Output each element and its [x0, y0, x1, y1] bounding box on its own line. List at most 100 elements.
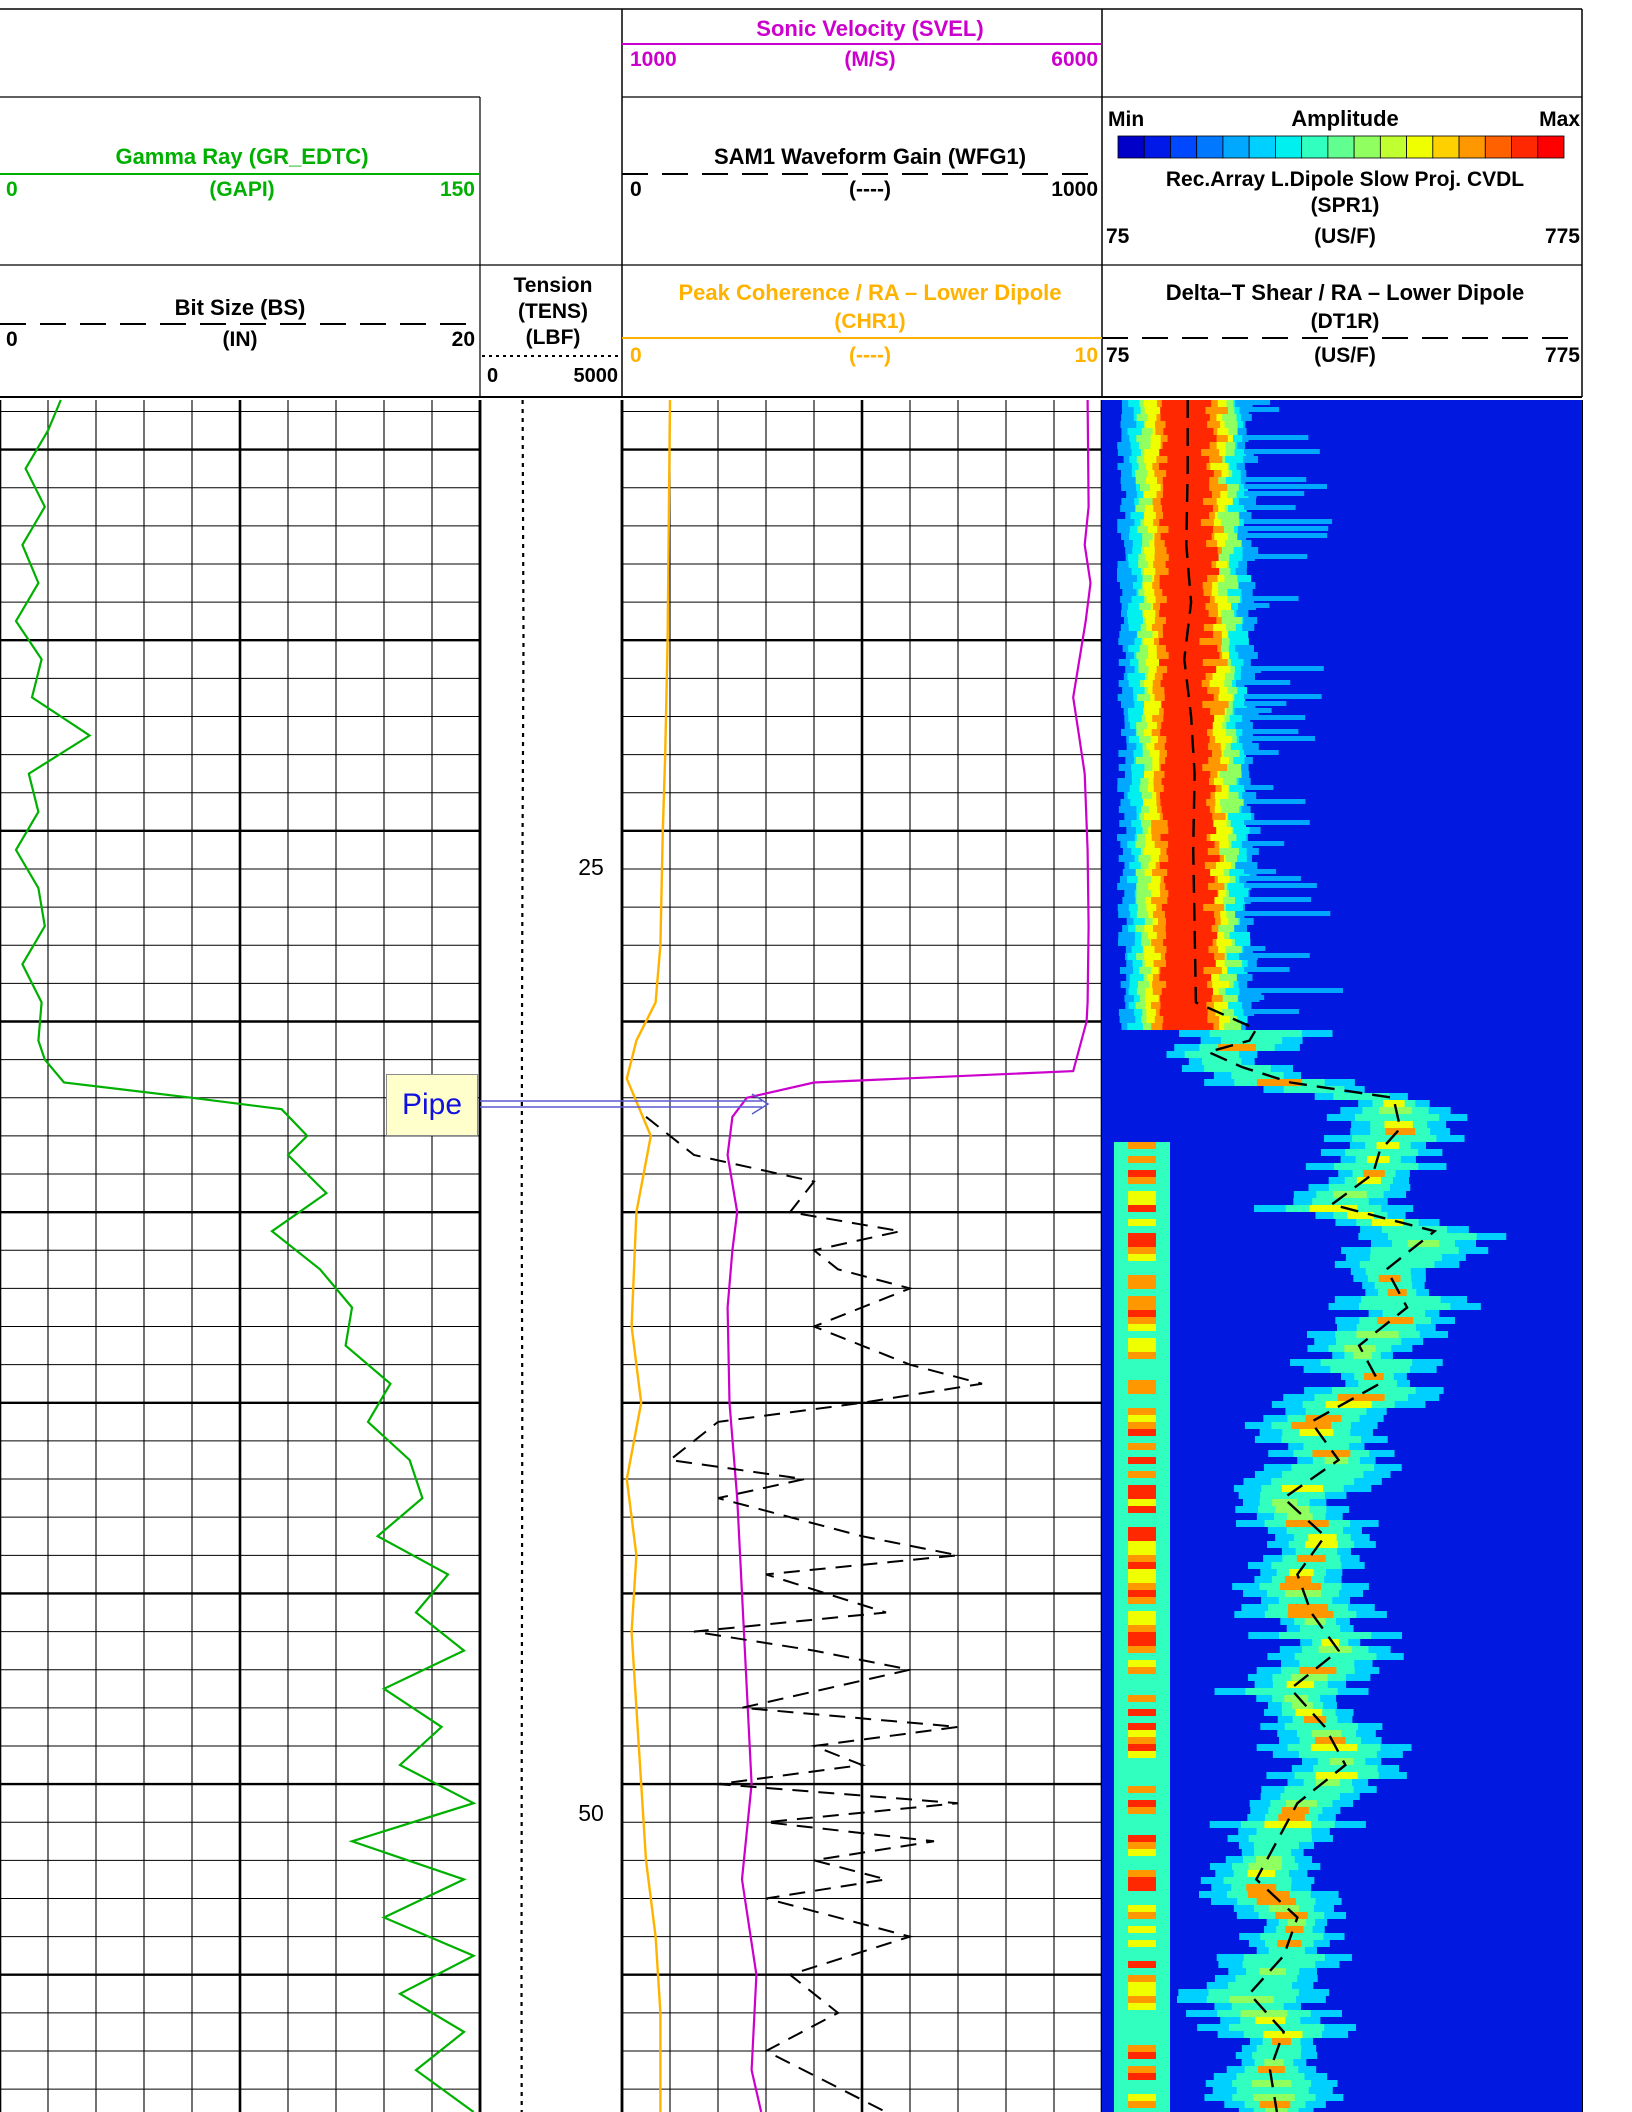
- cvdl-band: [1244, 694, 1322, 699]
- cvdl-band: [1128, 1205, 1156, 1212]
- cvdl-band: [1228, 2024, 1325, 2031]
- wfg-min: 0: [630, 178, 642, 201]
- chr-title: Peak Coherence / RA – Lower Dipole: [678, 280, 1061, 305]
- cvdl-band: [1128, 1618, 1156, 1625]
- cvdl-band: [1281, 1485, 1324, 1492]
- chr-min: 0: [630, 344, 642, 367]
- cvdl-band: [1271, 1478, 1355, 1485]
- cvdl-band: [1114, 1716, 1170, 1723]
- cvdl-band: [1361, 1296, 1441, 1303]
- cvdl-band: [1128, 1296, 1156, 1303]
- cvdl-band: [1305, 1541, 1338, 1548]
- cvdl-band: [1168, 652, 1220, 659]
- cvdl-band: [1128, 1709, 1156, 1716]
- cvdl-band: [1159, 463, 1207, 470]
- cvdl-band: [1160, 995, 1212, 1002]
- cvdl-band: [1114, 2017, 1170, 2024]
- cvdl-band: [1378, 1275, 1401, 1282]
- svel-min: 1000: [630, 48, 677, 71]
- cvdl-band: [1128, 1639, 1156, 1646]
- cvdl-band: [1166, 932, 1218, 939]
- cvdl-band: [1246, 1884, 1277, 1891]
- cvdl-band: [1244, 876, 1301, 881]
- cvdl-band: [1244, 449, 1320, 454]
- svel-max: 6000: [1051, 48, 1098, 71]
- cvdl-band: [1114, 1828, 1170, 1835]
- cvdl-band: [1365, 1268, 1411, 1275]
- cvdl-band: [1114, 1947, 1170, 1954]
- cvdl-band: [1128, 1569, 1156, 1576]
- cvdl-band: [1333, 1191, 1367, 1198]
- cvdl-band: [1295, 1709, 1323, 1716]
- cvdl-band: [1114, 1163, 1170, 1170]
- cvdl-band: [1114, 1268, 1170, 1275]
- cvdl-band: [1244, 715, 1306, 720]
- cvdl-band: [1258, 2066, 1285, 2073]
- cvdl-band: [1114, 1513, 1170, 1520]
- cvdl-band: [1166, 981, 1208, 988]
- cvdl-band: [1114, 1212, 1170, 1219]
- cvdl-band: [1275, 1912, 1308, 1919]
- cvdl-band: [1128, 1492, 1156, 1499]
- dt-mnemonic: (DT1R): [1311, 310, 1380, 333]
- tens-max: 5000: [574, 365, 619, 387]
- cvdl-band: [1359, 1261, 1435, 1268]
- cvdl-band: [1165, 953, 1215, 960]
- dt-min: 75: [1106, 344, 1130, 367]
- cvdl-band: [1128, 1667, 1156, 1674]
- cvdl-band: [1128, 1142, 1156, 1149]
- cvdl-band: [1281, 1436, 1362, 1443]
- cvdl-band: [1128, 1744, 1156, 1751]
- cvdl-band: [1114, 1261, 1170, 1268]
- cvdl-band: [1244, 946, 1266, 951]
- cvdl-band: [1160, 799, 1207, 806]
- cvdl-band: [1128, 1835, 1156, 1842]
- cvdl-band: [1166, 848, 1208, 855]
- chr-mnemonic: (CHR1): [834, 310, 905, 333]
- cvdl-band: [1162, 589, 1204, 596]
- cvdl-band: [1160, 603, 1206, 610]
- gr-max: 150: [440, 178, 475, 201]
- cvdl-band: [1312, 1450, 1351, 1457]
- cvdl-band: [1128, 2073, 1156, 2080]
- cvdl-max: 775: [1545, 225, 1580, 248]
- cvdl-band: [1313, 1765, 1378, 1772]
- cvdl-band: [1162, 1023, 1214, 1030]
- cvdl-band: [1164, 743, 1209, 750]
- cvdl-band: [1244, 603, 1270, 608]
- cvdl-band: [1166, 547, 1218, 554]
- cvdl-band: [1244, 400, 1271, 405]
- amplitude-swatch: [1379, 135, 1407, 159]
- cvdl-band: [1128, 1632, 1156, 1639]
- cvdl-band: [1114, 1366, 1170, 1373]
- cvdl-band: [1311, 1730, 1342, 1737]
- cvdl-band: [1128, 1541, 1156, 1548]
- cvdl-band: [1285, 1926, 1304, 1933]
- cvdl-band: [1244, 995, 1265, 1000]
- svel-title: Sonic Velocity (SVEL): [756, 16, 983, 41]
- cvdl-band: [1114, 1793, 1170, 1800]
- cvdl-band: [1299, 1660, 1355, 1667]
- cvdl-band: [1128, 1905, 1156, 1912]
- cvdl-band: [1280, 1793, 1340, 1800]
- cvdl-band: [1114, 1919, 1170, 1926]
- cvdl-band: [1128, 1849, 1156, 1856]
- cvdl-band: [1128, 1485, 1156, 1492]
- amplitude-swatch: [1406, 135, 1434, 159]
- cvdl-band: [1114, 1821, 1170, 1828]
- cvdl-band: [1114, 1758, 1170, 1765]
- cvdl-band: [1128, 1457, 1156, 1464]
- chr-max: 10: [1075, 344, 1098, 367]
- cvdl-band: [1128, 1191, 1156, 1198]
- cvdl-band: [1285, 1800, 1317, 1807]
- cvdl-band: [1128, 1625, 1156, 1632]
- cvdl-band: [1128, 1380, 1156, 1387]
- cvdl-band: [1315, 1772, 1358, 1779]
- cvdl-band: [1128, 1926, 1156, 1933]
- amplitude-swatch: [1170, 135, 1198, 159]
- cvdl-band: [1376, 1142, 1400, 1149]
- cvdl-band: [1387, 1289, 1407, 1296]
- cvdl-band: [1159, 974, 1212, 981]
- cvdl-band: [1114, 2010, 1170, 2017]
- cvdl-band: [1128, 1156, 1156, 1163]
